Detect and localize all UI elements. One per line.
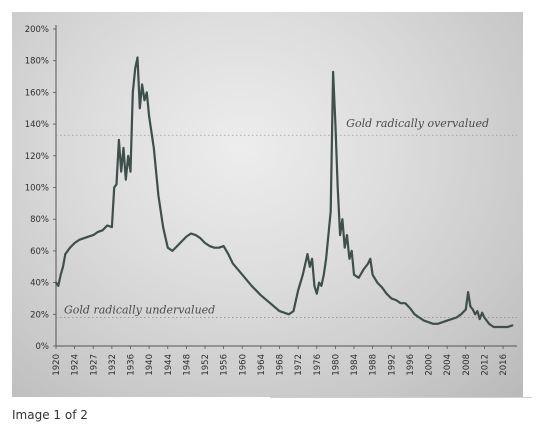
y-tick-label: 60%: [30, 247, 49, 257]
x-tick-label: 1920: [52, 354, 62, 376]
x-tick-label: 2016: [499, 354, 509, 376]
x-tick-label: 1980: [331, 354, 341, 376]
x-tick-label: 1927: [89, 354, 99, 376]
y-tick-label: 80%: [30, 215, 49, 225]
x-tick-label: 1944: [164, 354, 174, 376]
y-tick-label: 180%: [25, 57, 49, 67]
y-tick-label: 140%: [25, 120, 49, 130]
x-axis: 1920 1924 1927 1932 1936 1940 1944 1948 1952 1956…: [52, 345, 517, 376]
series-layer: [54, 56, 514, 329]
x-tick-label: 1996: [406, 354, 416, 376]
x-tick-label: 2004: [443, 354, 453, 376]
x-tick-label: 1940: [145, 354, 155, 376]
x-tick-label: 1968: [276, 354, 286, 376]
x-tick-label: 1984: [350, 354, 360, 376]
y-tick-label: 160%: [25, 88, 49, 98]
y-tick-label: 120%: [25, 152, 49, 162]
image-caption: Image 1 of 2: [12, 408, 88, 422]
x-tick-label: 1960: [238, 354, 248, 376]
x-tick-label: 1936: [127, 354, 137, 376]
x-tick-label: 1964: [257, 354, 267, 376]
x-tick-label: 1992: [387, 354, 397, 376]
x-tick-label: 1976: [313, 354, 323, 376]
divider: [270, 397, 532, 398]
line-chart: 0% 20% 40% 60% 80% 100% 120% 140% 160% 180% 200% 1…: [25, 25, 517, 376]
x-tick-label: 1948: [182, 354, 192, 376]
x-tick-label: 1932: [108, 354, 118, 376]
y-axis: 0% 20% 40% 60% 80% 100% 120% 140% 160% 180% 200%: [25, 25, 57, 352]
x-tick-label: 2008: [462, 354, 472, 376]
undervalued-annotation: Gold radically undervalued: [64, 303, 215, 316]
overvalued-annotation: Gold radically overvalued: [346, 117, 489, 130]
y-tick-label: 20%: [30, 310, 49, 320]
y-tick-label: 200%: [25, 25, 49, 35]
x-tick-label: 1972: [294, 354, 304, 376]
y-tick-label: 40%: [30, 279, 49, 289]
series-line: [54, 56, 514, 329]
reference-lines: Gold radically overvalued Gold radically …: [56, 117, 517, 318]
x-tick-label: 1956: [220, 354, 230, 376]
y-tick-label: 100%: [25, 184, 49, 194]
x-tick-label: 1952: [201, 354, 211, 376]
x-tick-label: 1924: [71, 354, 81, 376]
x-tick-label: 1988: [369, 354, 379, 376]
y-tick-label: 0%: [36, 342, 50, 352]
x-tick-label: 2012: [480, 354, 490, 376]
x-tick-label: 2000: [425, 354, 435, 376]
chart-photo-background: [12, 12, 523, 397]
